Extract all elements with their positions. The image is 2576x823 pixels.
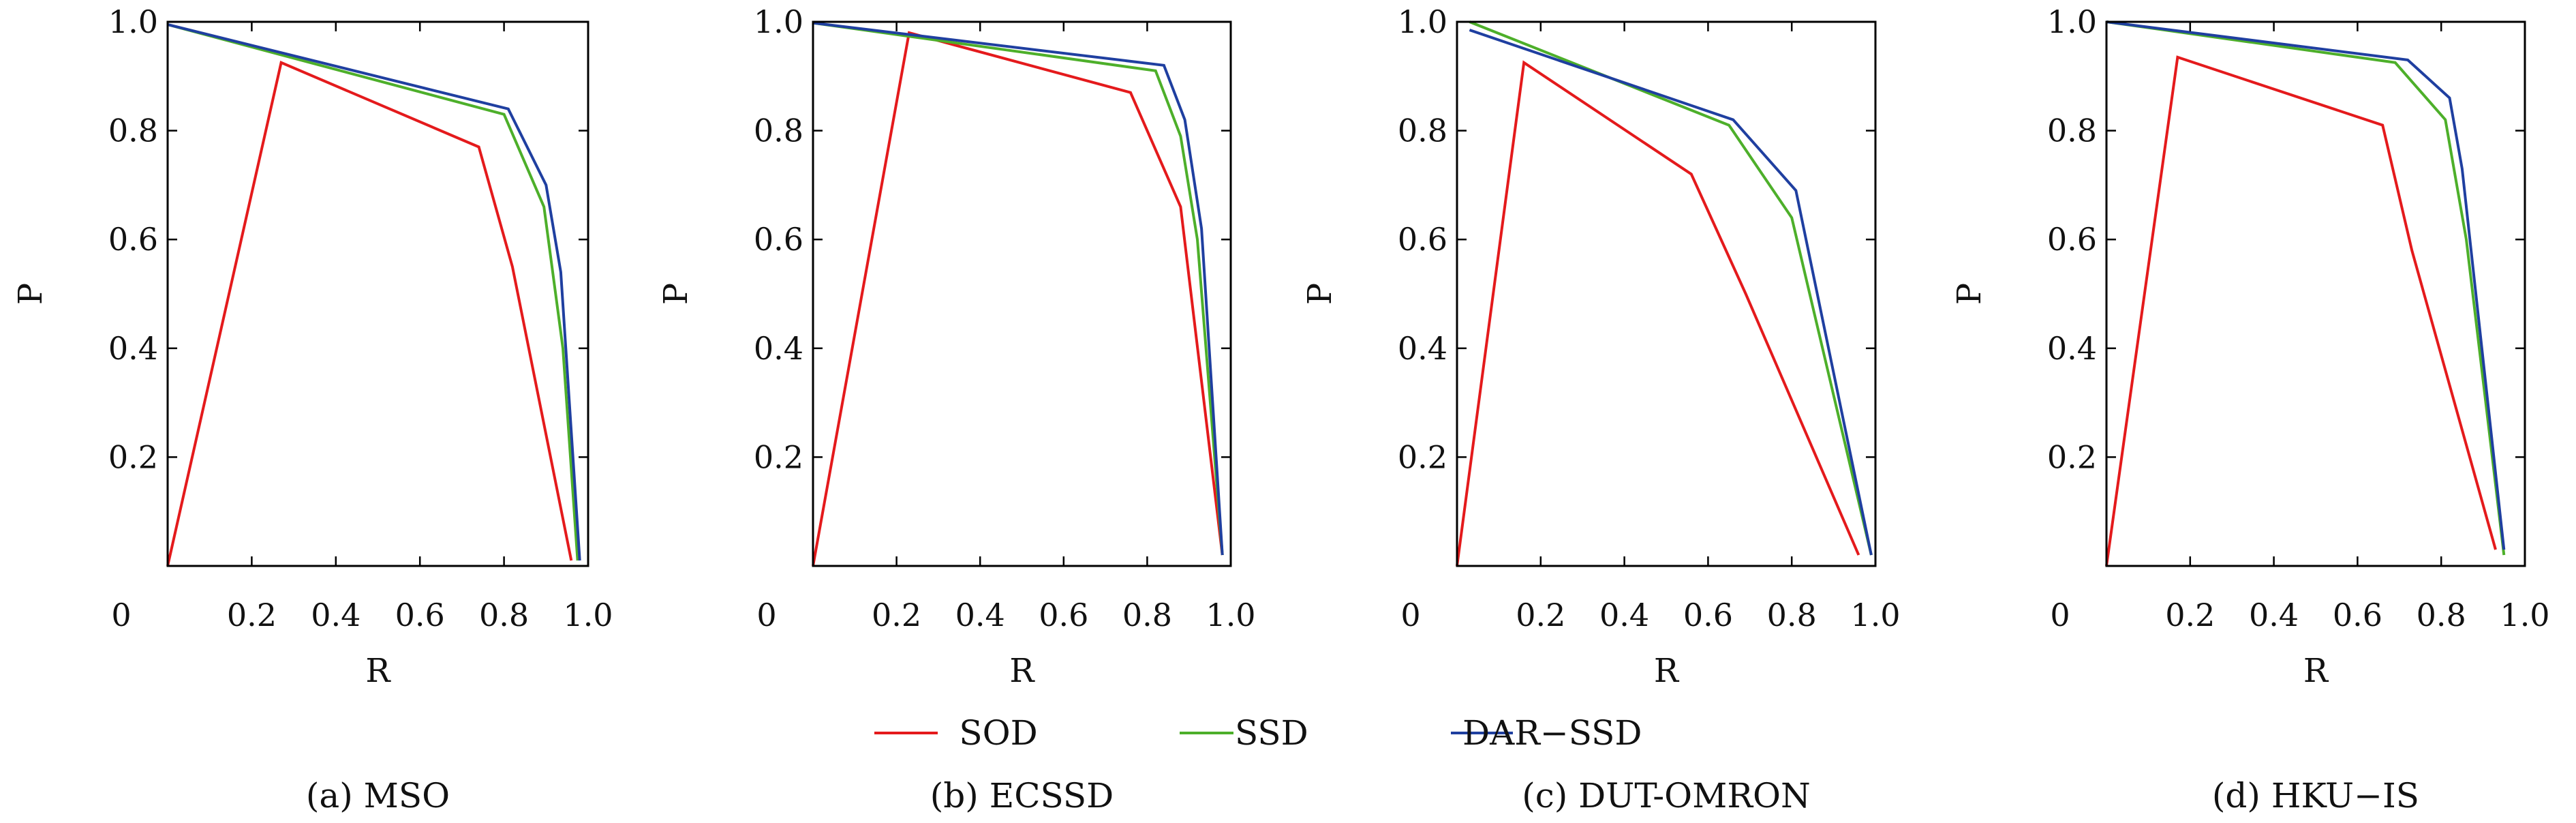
chart-panel-1: 0.2 0.4 0.6 0.8 1.0 0.2 0.4 0.6 0.8 1.0 0 R P (a) MSO <box>12 3 613 815</box>
chart-panel-3: 0.2 0.4 0.6 0.8 1.0 0.2 0.4 0.6 0.8 1.0 0 R P (c) DUT… <box>1301 3 1901 815</box>
legend-label: DAR−SSD <box>1462 713 1642 753</box>
x-axis-title: R <box>365 652 391 690</box>
panel-caption: (c) DUT-OMRON <box>1522 776 1811 815</box>
series-line-ssd <box>167 23 579 561</box>
y-tick-label: 0.4 <box>2047 330 2097 367</box>
x-tick-label: 0.4 <box>1599 597 1649 633</box>
series-line-sod <box>1456 60 1860 567</box>
series-line-darssd <box>2106 20 2506 550</box>
origin-label: 0 <box>756 597 776 633</box>
origin-label: 0 <box>1400 597 1420 633</box>
series-line-sod <box>812 31 1224 567</box>
y-tick-label: 0.8 <box>108 113 158 149</box>
y-tick-label: 1.0 <box>1398 3 1447 40</box>
y-tick-label: 0.2 <box>2047 438 2097 475</box>
y-axis-title: P <box>657 283 695 305</box>
plot-frame <box>812 20 1232 567</box>
x-tick-label: 0.8 <box>1122 597 1172 633</box>
x-tick-label: 0.2 <box>2165 597 2215 633</box>
y-tick-label: 0.8 <box>2047 113 2097 149</box>
plot-frame <box>2105 20 2526 567</box>
x-axis-title: R <box>1654 652 1680 690</box>
plot-frame <box>1456 20 1877 567</box>
series-line-darssd <box>1469 29 1873 556</box>
panel-caption: (b) ECSSD <box>930 776 1114 815</box>
x-tick-label: 0.4 <box>311 597 361 633</box>
chart-panel-4: 0.2 0.4 0.6 0.8 1.0 0.2 0.4 0.6 0.8 1.0 0 R P (d) HKU… <box>1950 3 2550 815</box>
x-tick-label: 0.6 <box>395 597 445 633</box>
y-tick-label: 0.6 <box>1398 221 1447 258</box>
x-tick-label: 1.0 <box>1206 597 1255 633</box>
legend: SOD SSD DAR−SSD <box>874 713 1642 753</box>
series-line-darssd <box>812 21 1224 556</box>
origin-label: 0 <box>2050 597 2070 633</box>
series-line-ssd <box>2106 20 2506 556</box>
series-line-sod <box>2105 55 2497 567</box>
y-tick-label: 0.6 <box>2047 221 2097 258</box>
legend-label: SOD <box>959 713 1037 753</box>
y-axis-title: P <box>1301 283 1339 305</box>
x-axis-title: R <box>1009 652 1035 690</box>
series-line-ssd <box>1469 20 1873 556</box>
x-axis-title: R <box>2303 652 2329 690</box>
y-tick-label: 0.2 <box>1398 438 1447 475</box>
x-tick-label: 0.8 <box>479 597 529 633</box>
panel-caption: (d) HKU−IS <box>2212 776 2419 815</box>
series-line-darssd <box>167 23 581 561</box>
y-tick-label: 0.2 <box>108 438 158 475</box>
x-tick-label: 0.2 <box>227 597 277 633</box>
x-tick-label: 0.8 <box>2417 597 2466 633</box>
plot-frame <box>166 20 589 567</box>
chart-panels: 0.2 0.4 0.6 0.8 1.0 0.2 0.4 0.6 0.8 1.0 0 R P (a) MSO… <box>12 3 2550 815</box>
chart-panel-2: 0.2 0.4 0.6 0.8 1.0 0.2 0.4 0.6 0.8 1.0 0 R P (b) ECS… <box>657 3 1256 815</box>
y-tick-label: 0.4 <box>754 330 803 367</box>
x-tick-label: 1.0 <box>2500 597 2549 633</box>
panel-caption: (a) MSO <box>306 776 450 815</box>
x-tick-label: 0.2 <box>1516 597 1565 633</box>
y-tick-label: 0.4 <box>108 330 158 367</box>
series-line-ssd <box>812 21 1224 556</box>
legend-item-darssd: DAR−SSD <box>1451 713 1642 753</box>
x-tick-label: 1.0 <box>1850 597 1900 633</box>
origin-label: 0 <box>111 597 131 633</box>
y-tick-label: 0.8 <box>1398 113 1447 149</box>
y-tick-label: 0.4 <box>1398 330 1447 367</box>
x-tick-label: 0.2 <box>872 597 921 633</box>
legend-label: SSD <box>1235 713 1308 753</box>
x-tick-label: 0.6 <box>2333 597 2382 633</box>
y-tick-label: 1.0 <box>2047 3 2097 40</box>
y-tick-label: 0.6 <box>754 221 803 258</box>
y-tick-label: 0.6 <box>108 221 158 258</box>
x-tick-label: 1.0 <box>563 597 613 633</box>
y-tick-label: 1.0 <box>108 3 158 40</box>
x-tick-label: 0.6 <box>1683 597 1733 633</box>
y-tick-label: 0.2 <box>754 438 803 475</box>
y-tick-label: 1.0 <box>754 3 803 40</box>
x-tick-label: 0.6 <box>1039 597 1088 633</box>
x-tick-label: 0.4 <box>2249 597 2299 633</box>
y-axis-title: P <box>1950 283 1989 305</box>
series-line-sod <box>166 61 573 567</box>
y-axis-title: P <box>12 283 50 305</box>
y-tick-label: 0.8 <box>754 113 803 149</box>
legend-item-sod: SOD <box>874 713 1038 753</box>
legend-item-ssd: SSD <box>1180 713 1308 753</box>
x-tick-label: 0.8 <box>1767 597 1817 633</box>
x-tick-label: 0.4 <box>955 597 1005 633</box>
